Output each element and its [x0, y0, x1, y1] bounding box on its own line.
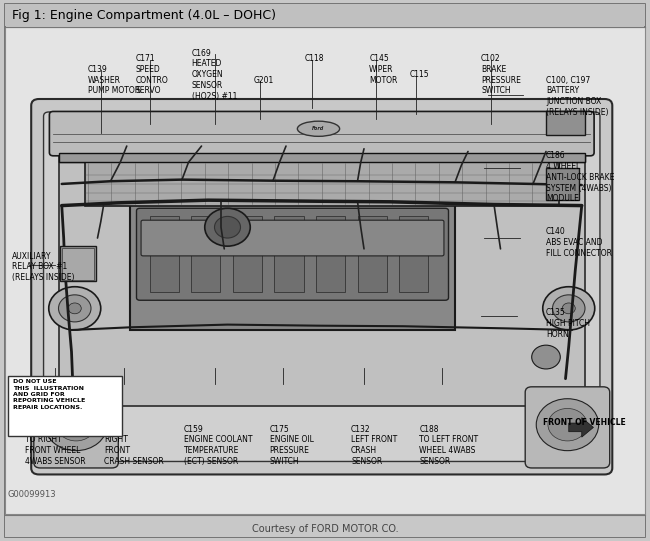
Bar	[5, 4, 645, 26]
Text: C132
LEFT FRONT
CRASH
SENSOR: C132 LEFT FRONT CRASH SENSOR	[351, 425, 397, 466]
Bar	[60, 246, 96, 281]
Bar	[191, 216, 220, 292]
Text: C171
SPEED
CONTRO
SERVO: C171 SPEED CONTRO SERVO	[135, 54, 168, 95]
Bar	[58, 153, 585, 162]
Text: C135
HIGH PITCH
HORN: C135 HIGH PITCH HORN	[546, 308, 590, 339]
FancyBboxPatch shape	[31, 99, 612, 474]
Bar	[5, 516, 645, 537]
FancyBboxPatch shape	[525, 387, 610, 468]
Text: C102
BRAKE
PRESSURE
SWITCH: C102 BRAKE PRESSURE SWITCH	[481, 54, 521, 95]
Text: C169
HEATED
OXYGEN
SENSOR
(HO2S) #11: C169 HEATED OXYGEN SENSOR (HO2S) #11	[192, 49, 237, 101]
Text: C145
WIPER
MOTOR: C145 WIPER MOTOR	[369, 54, 398, 84]
Text: AUXILIARY
RELAY BOX #1
(RELAYS INSIDE): AUXILIARY RELAY BOX #1 (RELAYS INSIDE)	[12, 252, 74, 282]
Circle shape	[552, 295, 585, 322]
Bar	[316, 216, 345, 292]
Bar	[546, 111, 585, 135]
Circle shape	[536, 399, 599, 451]
Bar	[358, 216, 387, 292]
Circle shape	[214, 216, 240, 238]
Text: C140
ABS EVAC AND
FILL CONNECTOR: C140 ABS EVAC AND FILL CONNECTOR	[546, 227, 612, 258]
Circle shape	[205, 208, 250, 246]
Text: C187
TO RIGHT
FRONT WHEEL
4WABS SENSOR: C187 TO RIGHT FRONT WHEEL 4WABS SENSOR	[25, 425, 85, 466]
Circle shape	[49, 287, 101, 330]
Circle shape	[45, 399, 107, 451]
Circle shape	[548, 408, 587, 441]
Bar	[150, 216, 179, 292]
Text: DO NOT USE
THIS  ILLUSTRATION
AND GRID FOR
REPORTING VEHICLE
REPAIR LOCATIONS.: DO NOT USE THIS ILLUSTRATION AND GRID FO…	[13, 379, 85, 410]
Text: G201: G201	[254, 76, 274, 85]
Circle shape	[543, 287, 595, 330]
Text: Fig 1: Engine Compartment (4.0L – DOHC): Fig 1: Engine Compartment (4.0L – DOHC)	[12, 9, 276, 22]
Ellipse shape	[298, 121, 339, 136]
Circle shape	[562, 303, 575, 314]
Bar	[8, 376, 122, 436]
Text: C186
4 WHEEL
ANTI-LOCK BRAKE
SYSTEM (4WABS)
MODULE: C186 4 WHEEL ANTI-LOCK BRAKE SYSTEM (4WA…	[546, 151, 614, 203]
Bar	[274, 216, 304, 292]
Circle shape	[58, 295, 91, 322]
Text: FRONT OF VEHICLE: FRONT OF VEHICLE	[543, 418, 626, 427]
Text: Ford: Ford	[313, 126, 324, 131]
Text: G00099913: G00099913	[8, 490, 57, 499]
Bar	[233, 216, 262, 292]
Circle shape	[532, 345, 560, 369]
Text: C188
TO LEFT FRONT
WHEEL 4WABS
SENSOR: C188 TO LEFT FRONT WHEEL 4WABS SENSOR	[419, 425, 478, 466]
Bar	[84, 162, 559, 206]
FancyBboxPatch shape	[130, 195, 455, 330]
Bar	[58, 141, 585, 162]
Bar	[62, 248, 94, 280]
Text: C115: C115	[410, 70, 429, 80]
Text: C133
RIGHT
FRONT
CRASH SENSOR: C133 RIGHT FRONT CRASH SENSOR	[104, 425, 164, 466]
Bar	[399, 216, 428, 292]
Text: C175
ENGINE OIL
PRESSURE
SWITCH: C175 ENGINE OIL PRESSURE SWITCH	[270, 425, 313, 466]
Circle shape	[68, 303, 81, 314]
FancyBboxPatch shape	[34, 387, 118, 468]
Text: C118: C118	[304, 54, 324, 63]
FancyBboxPatch shape	[136, 208, 448, 300]
FancyBboxPatch shape	[49, 111, 594, 156]
Text: C100, C197
BATTERY
JUNCTION BOX
(RELAYS INSIDE): C100, C197 BATTERY JUNCTION BOX (RELAYS …	[546, 76, 608, 117]
Text: Courtesy of FORD MOTOR CO.: Courtesy of FORD MOTOR CO.	[252, 524, 398, 533]
FancyBboxPatch shape	[44, 112, 600, 461]
Text: C139
WASHER
PUMP MOTOR: C139 WASHER PUMP MOTOR	[88, 65, 140, 95]
FancyBboxPatch shape	[141, 220, 444, 256]
Text: C159
ENGINE COOLANT
TEMPERATURE
(ECT) SENSOR: C159 ENGINE COOLANT TEMPERATURE (ECT) SE…	[184, 425, 252, 466]
Circle shape	[57, 408, 96, 441]
FancyBboxPatch shape	[546, 168, 578, 200]
FancyBboxPatch shape	[58, 141, 585, 406]
Polygon shape	[569, 418, 593, 437]
